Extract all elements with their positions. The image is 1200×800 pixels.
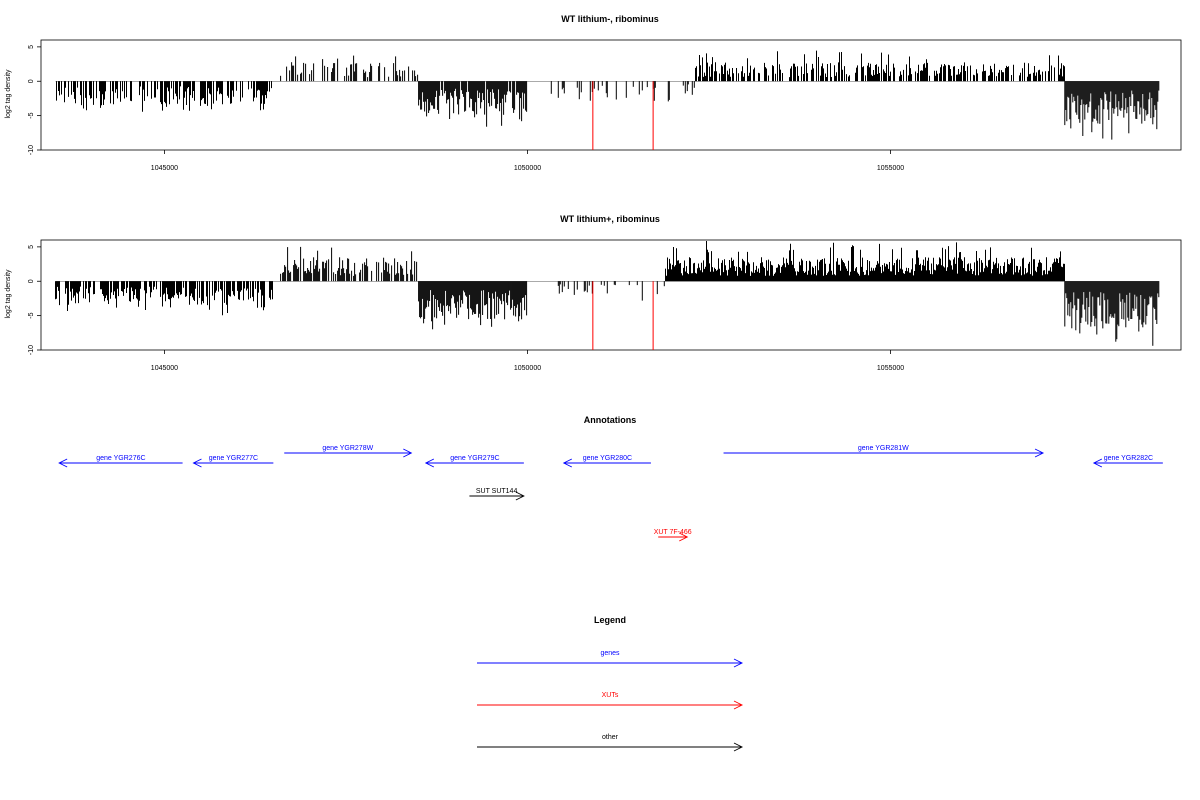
track-1-ytick-label: -10	[28, 145, 35, 155]
track-wt-lithium-plus: WT lithium+, ribominus log2 tag density …	[5, 214, 1182, 372]
annotation-arrow-head	[1092, 458, 1103, 468]
track-1-ylabel: log2 tag density	[5, 69, 12, 119]
track-2-ytick-labels: -10 -5 0 5	[28, 245, 35, 355]
track-2-title: WT lithium+, ribominus	[560, 214, 660, 224]
track-1-xtick-label: 1050000	[514, 165, 541, 172]
plot-frame	[40, 239, 1182, 351]
track-2-xtick-label: 1055000	[877, 365, 904, 372]
annotation-arrow-head	[515, 491, 525, 501]
track-1-xtick-labels: 1045000 1050000 1055000	[151, 165, 904, 172]
plot-frame	[40, 39, 1182, 151]
track-1-marks	[37, 39, 1182, 154]
track-2-ylabel: log2 tag density	[5, 269, 12, 319]
annotation-label: SUT SUT144	[476, 488, 518, 495]
annotation-label: gene YGR278W	[322, 445, 373, 452]
annotation-label: gene YGR277C	[209, 455, 258, 462]
legend-label-xuts: XUTs	[602, 692, 619, 699]
track-1-xtick-label: 1045000	[151, 165, 178, 172]
track-2-xtick-label: 1045000	[151, 365, 178, 372]
annotations-title: Annotations	[584, 415, 637, 425]
legend-label-other: other	[602, 734, 619, 741]
track-2-ytick-label: 5	[28, 245, 35, 249]
track-2-ytick-label: -5	[28, 312, 35, 318]
annotation-arrow-head	[424, 458, 435, 468]
legend-arrows	[477, 658, 744, 752]
legend-label-genes: genes	[600, 650, 620, 657]
legend-panel: Legend genes XUTs other	[477, 615, 744, 752]
annotation-arrow-head	[58, 458, 68, 468]
track-2-marks	[37, 239, 1182, 354]
annotation-label: gene YGR276C	[96, 455, 145, 462]
annotation-arrow-head	[562, 458, 573, 468]
legend-arrow-head	[733, 700, 744, 710]
annotation-label: gene YGR280C	[583, 455, 632, 462]
annotation-label: gene YGR279C	[450, 455, 499, 462]
track-1-ytick-labels: -10 -5 0 5	[28, 45, 35, 155]
track-1-xtick-label: 1055000	[877, 165, 904, 172]
annotation-arrows	[58, 448, 1163, 542]
legend-title: Legend	[594, 615, 626, 625]
annotation-label: XUT 7F-466	[654, 529, 692, 536]
annotation-arrow-head	[403, 448, 413, 458]
track-wt-lithium-minus: WT lithium-, ribominus log2 tag density …	[5, 14, 1182, 172]
track-1-ytick-label: 0	[28, 79, 35, 83]
annotation-label: gene YGR281W	[858, 445, 909, 452]
annotation-label: gene YGR282C	[1104, 455, 1153, 462]
track-1-ytick-label: -5	[28, 112, 35, 118]
annotation-arrow-head	[679, 532, 689, 542]
annotation-arrow-head	[192, 458, 202, 468]
annotations-panel: Annotations gene YGR276C gene YGR277C ge…	[58, 415, 1163, 542]
track-1-ytick-label: 5	[28, 45, 35, 49]
track-2-ytick-label: 0	[28, 279, 35, 283]
track-2-xtick-labels: 1045000 1050000 1055000	[151, 365, 904, 372]
annotation-arrow-head	[1034, 448, 1045, 458]
track-1-title: WT lithium-, ribominus	[561, 14, 659, 24]
track-2-ytick-label: -10	[28, 345, 35, 355]
legend-arrow-head	[733, 742, 744, 752]
annotation-labels: gene YGR276C gene YGR277C gene YGR278W g…	[96, 445, 1153, 536]
track-2-xtick-label: 1050000	[514, 365, 541, 372]
legend-arrow-head	[733, 658, 744, 668]
